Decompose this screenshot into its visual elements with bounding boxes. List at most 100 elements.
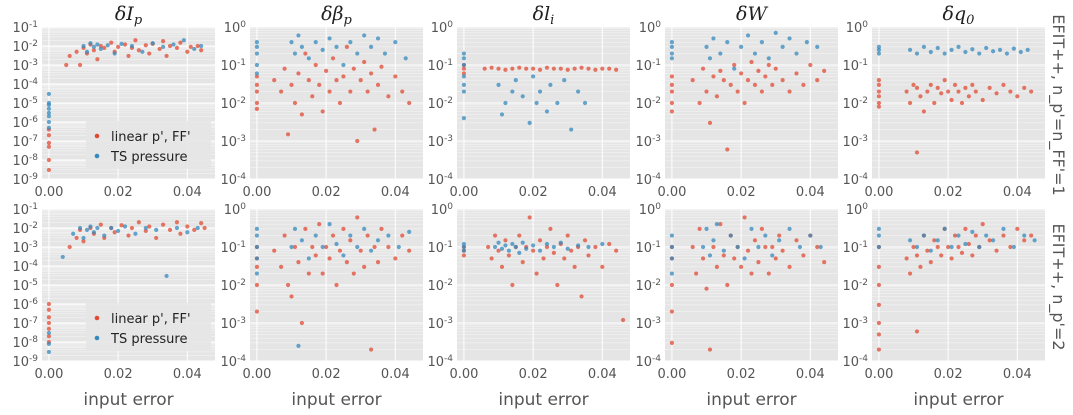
data-point (400, 233, 405, 238)
data-point (496, 248, 501, 253)
data-point (202, 225, 207, 231)
data-point (876, 104, 882, 109)
data-point (966, 94, 971, 99)
data-point (718, 222, 723, 227)
legend-marker (94, 133, 100, 139)
x-tick-label: 0.02 (519, 367, 548, 382)
data-point (499, 246, 505, 251)
data-point (254, 62, 260, 68)
data-point (279, 264, 284, 269)
data-point (254, 100, 260, 106)
data-point (669, 256, 675, 261)
data-point (102, 45, 107, 50)
data-point (510, 89, 515, 94)
data-point (324, 68, 329, 73)
data-point (935, 244, 940, 250)
panel-r1-Ip: 10-9 10-8 10-7 10-6 10-5 10-4 10-3 10-2 10-1 0.00… (12, 3, 215, 200)
data-point (407, 229, 412, 234)
data-point (320, 244, 325, 250)
data-point (358, 78, 363, 83)
data-point (531, 74, 536, 79)
data-point (1001, 226, 1006, 231)
data-point (721, 248, 726, 253)
data-point (544, 65, 550, 70)
data-point (593, 244, 598, 250)
data-point (876, 94, 882, 99)
y-tick-label: 10-3 (842, 134, 868, 150)
data-point (773, 66, 778, 71)
data-point (562, 78, 567, 83)
y-tick-label: 10-3 (427, 134, 453, 150)
data-point (334, 282, 339, 288)
data-point (393, 256, 398, 261)
data-point (935, 238, 940, 243)
data-point (711, 36, 716, 41)
legend-label: linear p', FF' (111, 130, 191, 145)
data-point (534, 271, 539, 276)
data-point (46, 167, 52, 173)
data-point (95, 42, 100, 47)
data-point (527, 120, 532, 125)
data-point (496, 82, 501, 87)
data-point (292, 244, 298, 250)
data-point (707, 56, 713, 61)
data-point (984, 233, 989, 238)
y-tick-label: 10-8 (12, 153, 38, 169)
panel-title: δβp (321, 3, 352, 28)
data-point (970, 253, 975, 258)
data-point (928, 82, 933, 87)
data-point (461, 56, 467, 61)
data-point (914, 85, 920, 90)
data-point (794, 71, 799, 76)
x-tick-label: 0.02 (934, 185, 963, 200)
y-tick-label: 10-2 (427, 96, 453, 112)
data-point (344, 44, 349, 49)
data-point (1008, 89, 1013, 94)
data-point (752, 51, 758, 56)
data-point (140, 49, 145, 54)
data-point (704, 44, 709, 49)
y-tick-label: 100 (846, 202, 869, 218)
data-point (804, 40, 809, 45)
x-tick-label: 0.00 (864, 185, 893, 200)
data-point (46, 140, 52, 145)
y-tick-label: 10-1 (427, 58, 453, 74)
data-point (721, 78, 726, 83)
data-point (122, 42, 128, 47)
data-point (254, 226, 260, 231)
data-point (285, 282, 291, 288)
data-point (496, 240, 501, 245)
data-point (801, 253, 806, 258)
legend: linear p', FF' TS pressure (86, 121, 211, 169)
data-point (320, 271, 325, 276)
data-point (600, 264, 605, 269)
y-tick-label: 10-1 (842, 58, 868, 74)
data-point (254, 40, 260, 45)
data-point (949, 256, 954, 261)
data-point (949, 97, 954, 103)
data-point (503, 100, 508, 106)
data-point (721, 253, 726, 258)
data-point (254, 256, 260, 261)
data-point (126, 53, 131, 59)
data-point (334, 44, 339, 49)
x-tick-label: 0.00 (34, 185, 63, 200)
data-point (537, 67, 543, 72)
data-point (393, 40, 398, 45)
data-point (84, 227, 90, 232)
legend-marker (94, 335, 100, 341)
data-point (531, 248, 536, 253)
data-point (81, 43, 86, 49)
data-point (116, 44, 121, 49)
data-point (254, 82, 260, 87)
data-point (292, 51, 298, 56)
data-point (178, 40, 183, 45)
data-point (745, 33, 751, 38)
data-point (921, 44, 927, 49)
data-point (742, 100, 747, 106)
data-point (393, 74, 398, 79)
data-point (987, 85, 992, 90)
data-point (959, 100, 965, 106)
data-point (876, 47, 882, 52)
data-point (174, 220, 180, 225)
